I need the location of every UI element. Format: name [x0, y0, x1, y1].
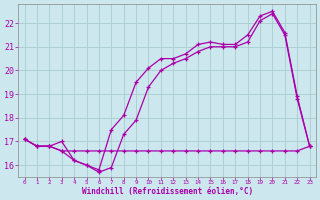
X-axis label: Windchill (Refroidissement éolien,°C): Windchill (Refroidissement éolien,°C): [82, 187, 253, 196]
